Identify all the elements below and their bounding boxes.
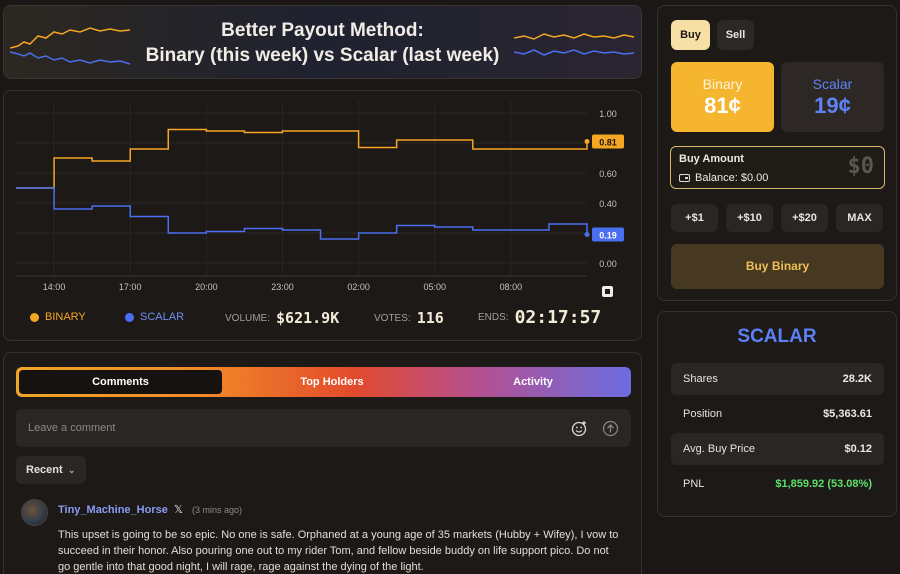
sort-dropdown[interactable]: Recent ⌄ [16, 456, 86, 484]
position-key: Shares [683, 373, 718, 385]
brand-logo-icon-inner [605, 289, 610, 294]
outcome-binary-name: Binary [702, 76, 743, 92]
y-tick-label: 0.00 [599, 259, 617, 269]
buy-binary-button[interactable]: Buy Binary [671, 244, 884, 289]
balance-text: Balance: $0.00 [695, 172, 769, 184]
series-line-binary [16, 128, 588, 189]
x-tick-label: 05:00 [423, 282, 446, 292]
binary-dot-icon [30, 312, 39, 322]
y-tick-label: 0.60 [599, 169, 617, 179]
x-tick-label: 02:00 [347, 282, 370, 292]
comment-timestamp: (3 mins ago) [192, 505, 243, 515]
position-row-position: Position $5,363.61 [671, 398, 884, 430]
series-endpoint-scalar [584, 232, 590, 237]
banner-title-line2: Binary (this week) vs Scalar (last week) [145, 45, 500, 66]
legend-scalar: SCALAR [125, 311, 184, 323]
buy-amount-field[interactable]: Buy Amount Balance: $0.00 $0 [670, 146, 885, 189]
sell-toggle-button[interactable]: Sell [717, 20, 754, 50]
votes-stat: VOTES: 116 [374, 309, 444, 327]
comment-input[interactable] [16, 409, 556, 447]
series-line-scalar [16, 187, 588, 240]
comment-box [16, 409, 631, 447]
tab-bar: Comments Top Holders Activity [16, 367, 631, 397]
banner-sparkline-left [10, 27, 131, 65]
volume-stat: VOLUME: $621.9K [225, 309, 339, 327]
position-value: $5,363.61 [823, 408, 872, 420]
send-icon[interactable] [602, 420, 619, 437]
sort-label: Recent [26, 464, 63, 476]
ends-stat: ENDS: 02:17:57 [478, 307, 601, 328]
scalar-value-label: 0.19 [599, 231, 617, 241]
scalar-value-badge [592, 227, 624, 242]
quick-add-1-button[interactable]: +$1 [671, 204, 718, 232]
volume-label: VOLUME: [225, 312, 271, 324]
x-tick-label: 14:00 [43, 282, 66, 292]
comments-panel: Comments Top Holders Activity Recent ⌄ T… [3, 352, 642, 574]
trade-panel: Buy Sell Binary 81¢ Scalar 19¢ Buy Amoun… [657, 5, 897, 301]
votes-value: 116 [416, 309, 444, 327]
y-tick-label: 0.40 [599, 199, 617, 209]
price-chart[interactable]: 0.000.200.400.600.801.0014:0017:0020:002… [4, 91, 643, 306]
banner-title-line1: Better Payout Method: [221, 20, 424, 41]
votes-label: VOTES: [374, 312, 411, 324]
scalar-dot-icon [125, 312, 134, 322]
buy-amount-label: Buy Amount [679, 153, 744, 165]
ends-countdown: 02:17:57 [514, 307, 602, 328]
comment-username[interactable]: Tiny_Machine_Horse [58, 504, 168, 516]
position-title: SCALAR [737, 326, 817, 347]
buy-toggle-button[interactable]: Buy [671, 20, 710, 50]
buy-amount-value[interactable]: $0 [847, 154, 875, 179]
outcome-scalar-name: Scalar [812, 76, 853, 92]
position-value: $1,859.92 (53.08%) [775, 478, 872, 490]
price-chart-panel: 0.000.200.400.600.801.0014:0017:0020:002… [3, 90, 642, 341]
outcome-binary-button[interactable]: Binary 81¢ [671, 62, 774, 132]
wallet-icon [679, 174, 690, 182]
max-button[interactable]: MAX [836, 204, 883, 232]
chevron-down-icon: ⌄ [68, 465, 76, 475]
comment-body: This upset is going to be so epic. No on… [58, 529, 619, 573]
binary-value-badge [592, 134, 624, 149]
tab-top-holders[interactable]: Top Holders [300, 376, 364, 388]
outcome-scalar-price: 19¢ [814, 93, 851, 118]
position-value: 28.2K [842, 373, 872, 385]
emoji-icon[interactable] [571, 420, 588, 437]
position-key: PNL [683, 478, 705, 490]
position-row-shares: Shares 28.2K [671, 363, 884, 395]
legend-binary: BINARY [30, 311, 86, 323]
ends-label: ENDS: [478, 312, 509, 323]
legend-binary-label: BINARY [45, 311, 86, 323]
quick-add-20-button[interactable]: +$20 [781, 204, 828, 232]
position-key: Avg. Buy Price [683, 443, 755, 455]
balance: Balance: $0.00 [679, 172, 768, 184]
x-tick-label: 08:00 [500, 282, 523, 292]
outcome-scalar-button[interactable]: Scalar 19¢ [781, 62, 884, 132]
series-endpoint-binary [584, 139, 590, 144]
tab-comments[interactable]: Comments [19, 370, 222, 394]
avatar[interactable] [21, 499, 48, 526]
position-row-avg-buy-price: Avg. Buy Price $0.12 [671, 433, 884, 465]
position-key: Position [683, 408, 723, 420]
banner-title: Better Payout Method: Binary (this week)… [4, 18, 641, 68]
quick-add-10-button[interactable]: +$10 [726, 204, 773, 232]
volume-value: $621.9K [276, 309, 340, 327]
binary-value-label: 0.81 [599, 138, 617, 148]
chart-legend: BINARY SCALAR VOLUME: $621.9K VOTES: 116… [4, 307, 643, 331]
outcome-binary-price: 81¢ [704, 93, 741, 118]
position-value: $0.12 [844, 443, 872, 455]
x-tick-label: 23:00 [271, 282, 294, 292]
legend-scalar-label: SCALAR [140, 311, 185, 323]
position-panel: SCALAR Shares 28.2K Position $5,363.61 A… [657, 311, 897, 517]
banner-sparkline-right [514, 33, 635, 56]
market-banner: Better Payout Method: Binary (this week)… [3, 5, 642, 79]
position-row-pnl: PNL $1,859.92 (53.08%) [671, 468, 884, 500]
y-tick-label: 1.00 [599, 109, 617, 119]
x-tick-label: 17:00 [119, 282, 142, 292]
x-logo-icon[interactable]: 𝕏 [174, 504, 183, 516]
tab-activity[interactable]: Activity [513, 376, 553, 388]
x-tick-label: 20:00 [195, 282, 218, 292]
